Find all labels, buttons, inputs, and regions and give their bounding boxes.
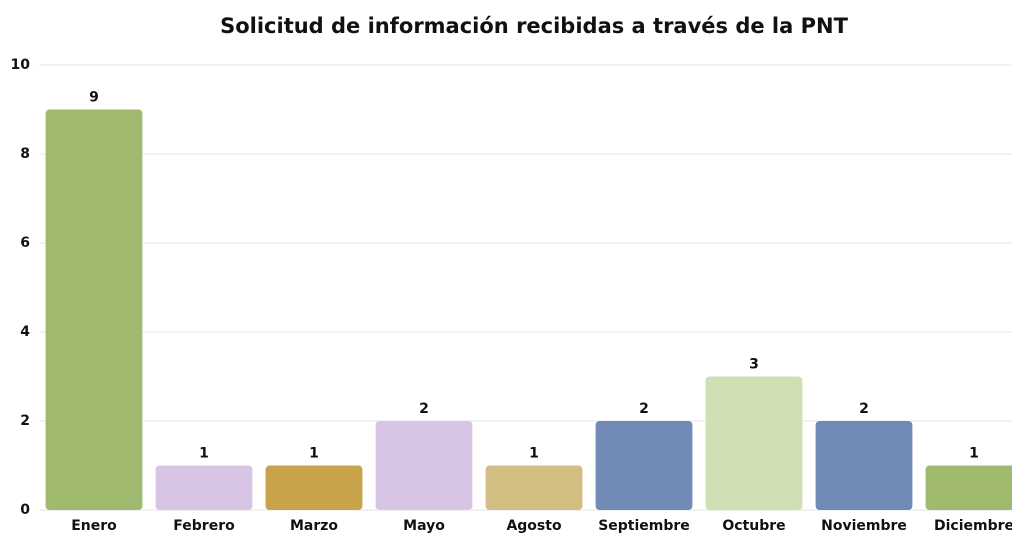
bar: [375, 421, 473, 510]
x-tick-label: Noviembre: [821, 518, 907, 534]
x-tick-label: Febrero: [173, 518, 235, 534]
data-label: 1: [529, 446, 539, 462]
data-label: 2: [639, 401, 649, 417]
x-tick-label: Enero: [71, 518, 117, 534]
y-tick-label: 4: [20, 324, 30, 340]
x-tick-label: Marzo: [290, 518, 338, 534]
bar: [705, 376, 803, 510]
data-label: 1: [199, 446, 209, 462]
x-tick-label: Agosto: [506, 518, 562, 534]
bar: [155, 465, 253, 510]
bar: [815, 421, 913, 510]
data-label: 9: [89, 90, 99, 106]
bar: [265, 465, 363, 510]
data-label: 1: [309, 446, 319, 462]
data-label: 2: [419, 401, 429, 417]
bar: [925, 465, 1012, 510]
data-label: 3: [749, 357, 759, 373]
x-tick-label: Diciembre: [934, 518, 1012, 534]
x-tick-label: Mayo: [403, 518, 445, 534]
bar: [595, 421, 693, 510]
x-tick-label: Octubre: [722, 518, 785, 534]
data-label: 1: [969, 446, 979, 462]
chart-title: Solicitud de información recibidas a tra…: [220, 14, 848, 38]
data-label: 2: [859, 401, 869, 417]
y-tick-label: 8: [20, 146, 30, 162]
y-tick-label: 2: [20, 413, 30, 429]
bar: [485, 465, 583, 510]
y-tick-label: 10: [11, 57, 31, 73]
y-tick-label: 6: [20, 235, 30, 251]
y-tick-label: 0: [20, 502, 30, 518]
bar: [45, 109, 143, 510]
x-tick-label: Septiembre: [598, 518, 690, 534]
